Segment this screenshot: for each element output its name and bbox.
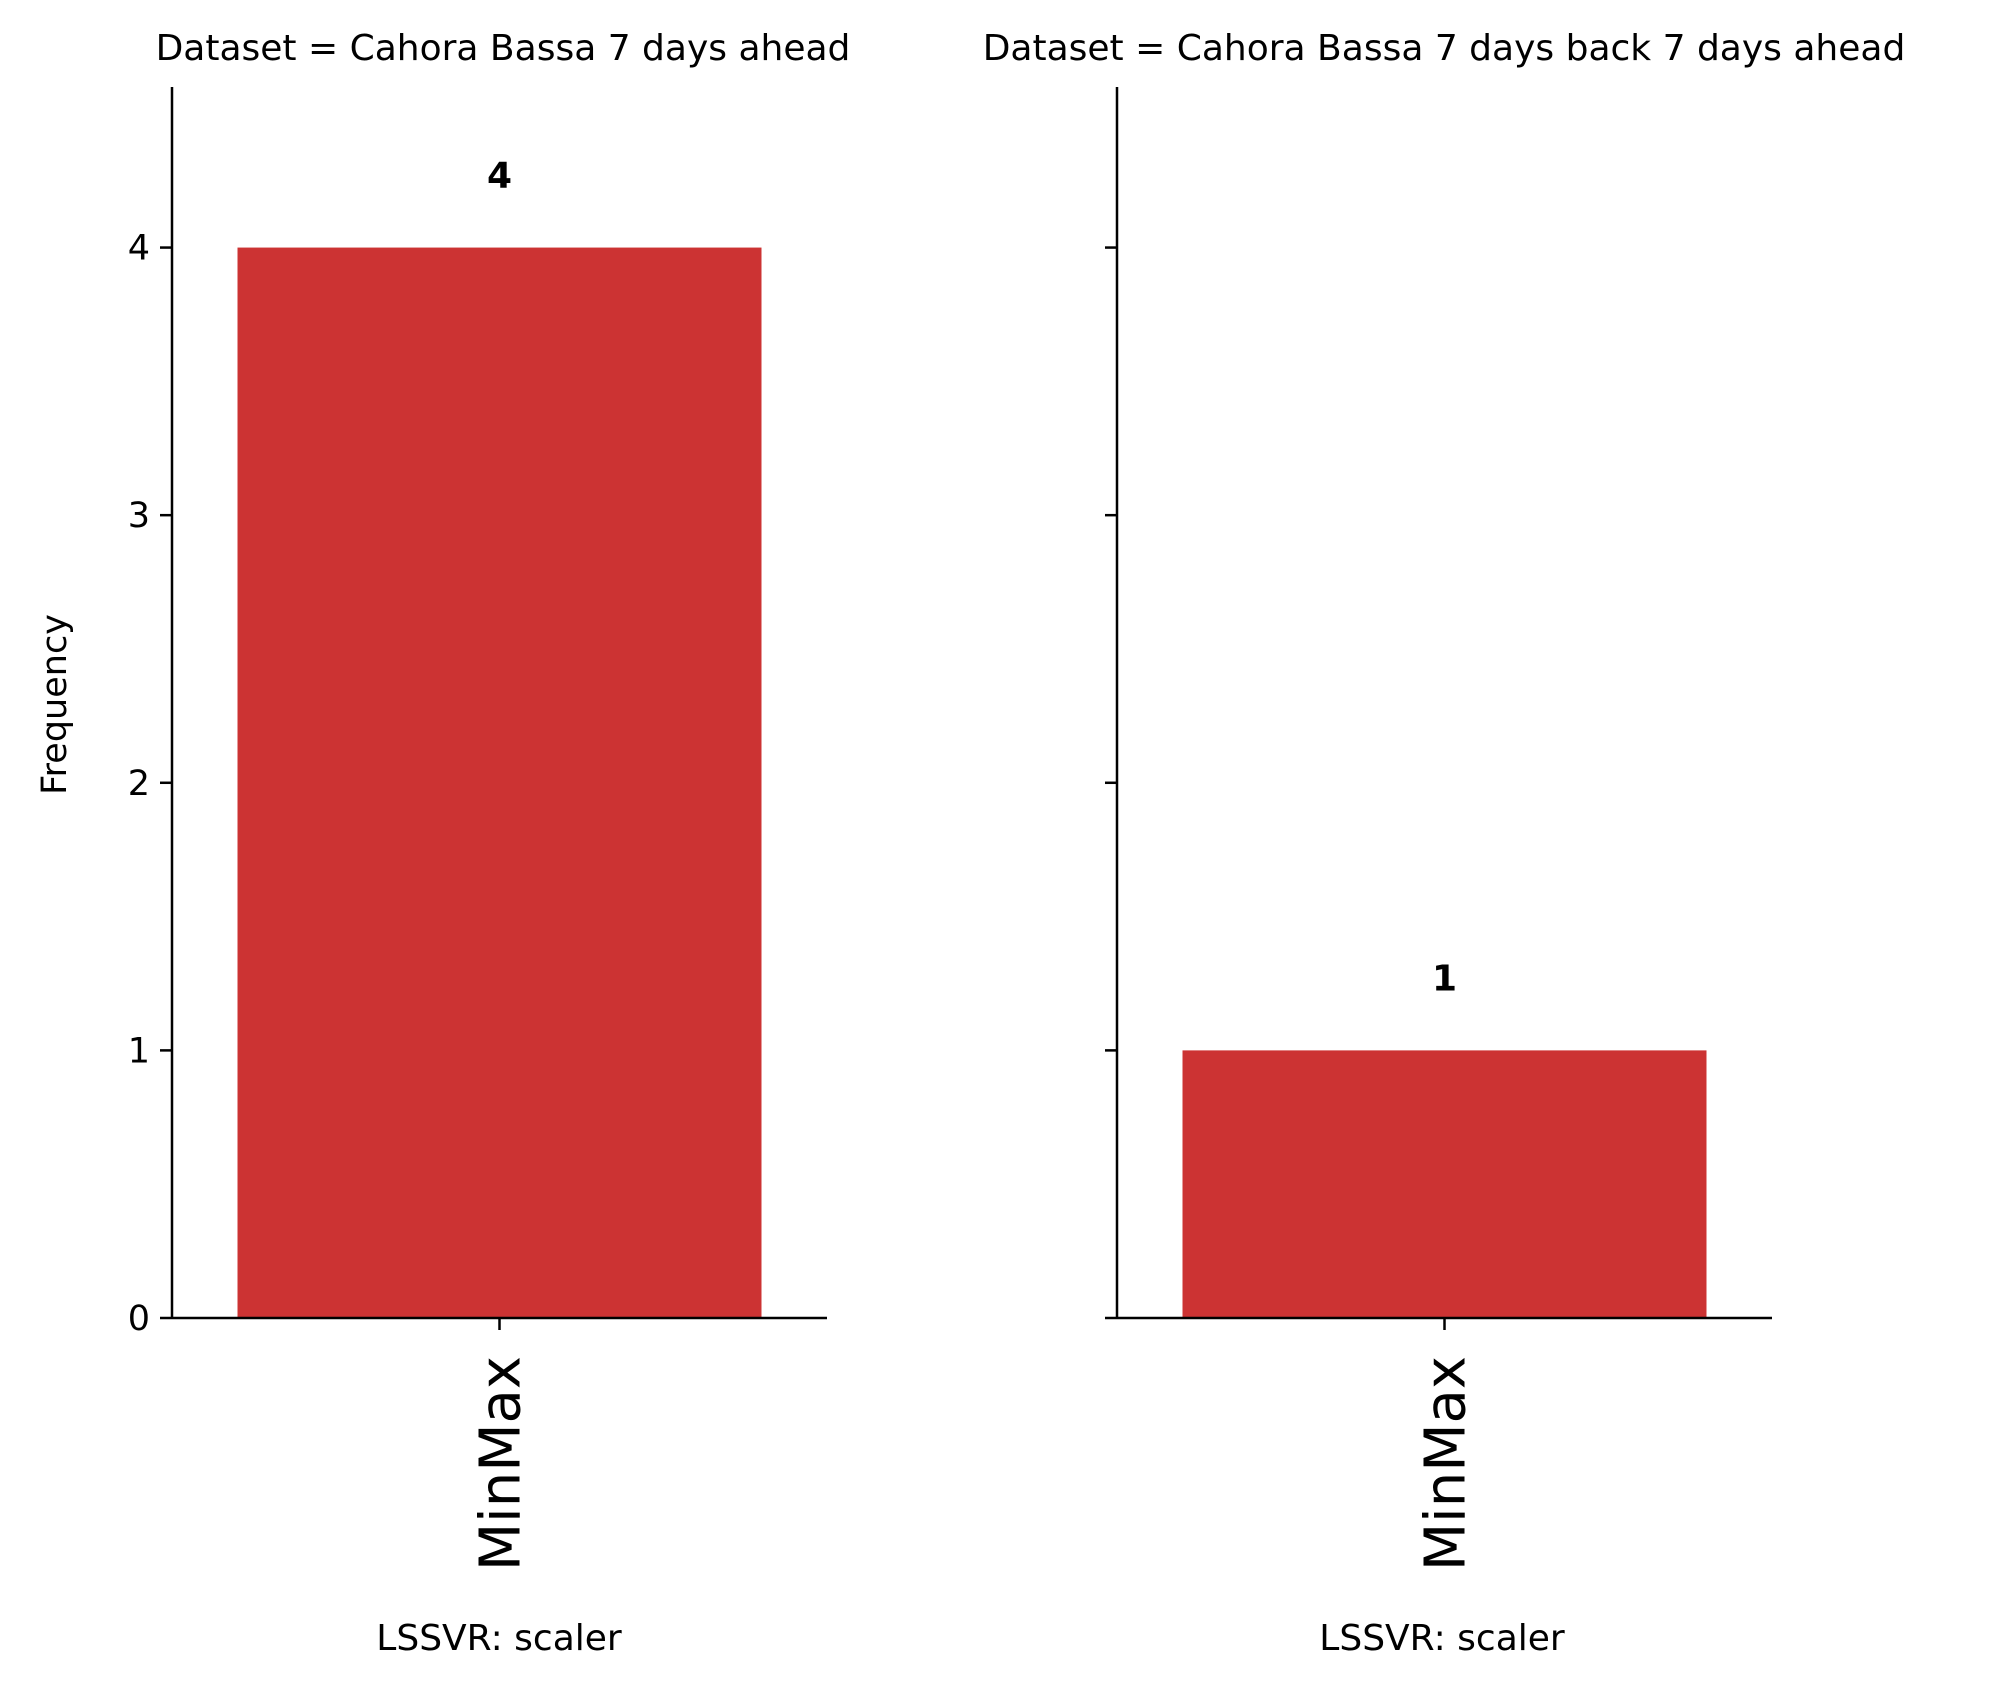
- data-labels: 4: [487, 156, 512, 197]
- panel-title: Dataset = Cahora Bassa 7 days back 7 day…: [983, 28, 1906, 69]
- y-tick-label: 4: [128, 229, 150, 269]
- bar: [237, 247, 762, 1319]
- data-label: 4: [487, 156, 512, 197]
- bars: [237, 247, 762, 1319]
- y-tick-label: 3: [128, 496, 150, 536]
- y-tick-label: 0: [128, 1299, 150, 1339]
- y-tick-label: 2: [128, 764, 150, 804]
- x-axis-label: LSSVR: scaler: [376, 1618, 622, 1659]
- panel-cahora-bassa-7-days-back-7-days-ahead: Dataset = Cahora Bassa 7 days back 7 day…: [983, 28, 1906, 1659]
- y-tick-label: 1: [128, 1031, 150, 1071]
- y-ticks: [1105, 246, 1117, 1320]
- y-axis-label: Frequency: [35, 614, 75, 795]
- x-category-label: MinMax: [469, 1356, 534, 1571]
- bar: [1182, 1050, 1707, 1318]
- panel-title: Dataset = Cahora Bassa 7 days ahead: [156, 28, 851, 69]
- x-axis-label: LSSVR: scaler: [1319, 1618, 1565, 1659]
- data-labels: 1: [1432, 958, 1457, 999]
- data-label: 1: [1432, 958, 1457, 999]
- x-category-labels: MinMax: [469, 1318, 534, 1571]
- x-category-labels: MinMax: [1414, 1318, 1479, 1571]
- y-ticks: 0 1 2 3 4: [128, 229, 172, 1339]
- bars: [1182, 1050, 1707, 1318]
- x-category-label: MinMax: [1414, 1356, 1479, 1571]
- panel-cahora-bassa-7-days-ahead: Dataset = Cahora Bassa 7 days ahead 0 1 2 3…: [35, 28, 850, 1659]
